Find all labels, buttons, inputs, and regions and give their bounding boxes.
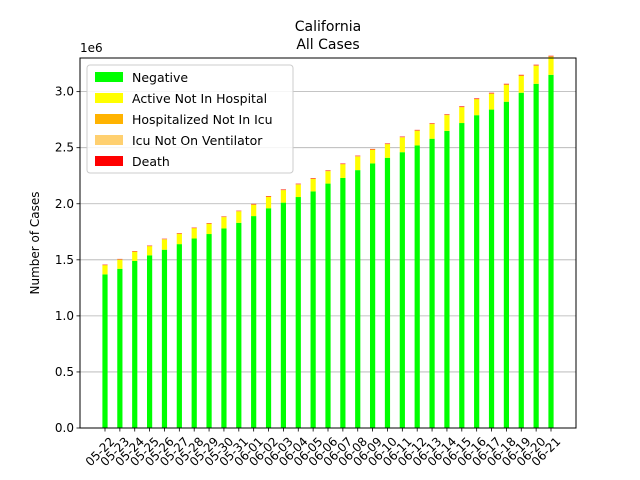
bar-segment-0: [221, 228, 227, 428]
bar-segment-1: [355, 156, 361, 171]
bar-segment-0: [369, 163, 376, 429]
bar-segment-0: [399, 152, 405, 428]
bar-segment-0: [206, 234, 212, 428]
bar-segment-0: [191, 238, 197, 428]
bar-segment-0: [414, 145, 420, 429]
bar-segment-0: [295, 197, 301, 428]
bar-segment-1: [414, 130, 420, 146]
bar-segment-0: [325, 183, 331, 428]
bar-segment-0: [251, 216, 257, 428]
bar-segment-0: [518, 92, 524, 429]
bar-segment-1: [474, 99, 480, 116]
y-tick-label: 2.5: [55, 141, 74, 155]
y-axis-ticks: 0.0 0.5 1.0 1.5 2.0 2.5 3.0: [55, 85, 80, 435]
bar-segment-0: [503, 101, 510, 429]
legend-swatch: [95, 72, 123, 82]
legend-swatch: [95, 93, 123, 103]
legend-entry: Icu Not On Ventilator: [132, 133, 263, 148]
bar-segment-1: [236, 211, 242, 223]
y-axis-offset-label: 1e6: [80, 41, 103, 55]
legend-entry: Death: [132, 154, 170, 169]
bar-segment-1: [221, 217, 227, 229]
bar-segment-1: [488, 93, 495, 110]
bar-segment-0: [533, 83, 539, 429]
bars: [102, 55, 554, 429]
legend-swatch: [95, 156, 123, 166]
bar-segment-4: [488, 92, 495, 94]
bar-segment-0: [429, 138, 435, 428]
bar-segment-1: [191, 228, 197, 239]
bar-segment-0: [117, 268, 123, 428]
bar-segment-0: [310, 191, 316, 428]
bar-segment-1: [146, 246, 153, 256]
y-tick-label: 2.0: [55, 197, 74, 211]
legend-box: [86, 64, 294, 174]
bar-segment-4: [533, 64, 539, 66]
y-tick-label: 0.0: [55, 421, 74, 435]
bar-segment-0: [236, 222, 242, 428]
bar-segment-0: [488, 109, 495, 429]
bar-segment-1: [503, 84, 510, 102]
bar-segment-1: [548, 56, 554, 75]
x-axis-ticks: 05-2205-2305-2405-2505-2605-2705-2805-29…: [83, 428, 563, 469]
bar-segment-1: [518, 75, 524, 93]
bar-segment-0: [474, 115, 480, 428]
bar-segment-1: [533, 65, 539, 84]
legend-entry: Hospitalized Not In Icu: [132, 112, 273, 127]
bar-segment-4: [459, 106, 465, 107]
chart-subtitle: All Cases: [296, 37, 359, 53]
y-tick-label: 1.5: [55, 253, 74, 267]
bar-segment-1: [459, 107, 465, 124]
bar-segment-1: [280, 190, 287, 203]
y-axis-label: Number of Cases: [28, 191, 42, 294]
bar-segment-0: [265, 208, 272, 428]
bar-segment-1: [384, 144, 391, 158]
bar-segment-1: [340, 164, 346, 178]
bar-segment-1: [325, 171, 331, 184]
bar-segment-1: [206, 223, 212, 235]
bar-segment-4: [474, 98, 480, 99]
bar-segment-1: [102, 265, 108, 275]
chart-title: California: [295, 19, 361, 35]
bar-segment-0: [146, 255, 153, 428]
bar-segment-1: [444, 115, 450, 131]
bar-segment-0: [161, 249, 168, 428]
legend-entry: Negative: [132, 70, 188, 85]
bar-segment-0: [132, 260, 138, 428]
bar-segment-1: [429, 124, 435, 139]
bar-segment-1: [369, 149, 376, 164]
bar-segment-0: [444, 130, 450, 428]
bar-segment-1: [161, 239, 168, 250]
legend-swatch: [95, 135, 123, 145]
bar-segment-0: [176, 244, 182, 428]
bar-segment-1: [251, 204, 257, 217]
legend-entry: Active Not In Hospital: [132, 91, 267, 106]
y-tick-label: 0.5: [55, 365, 74, 379]
bar-segment-1: [399, 137, 405, 153]
y-tick-label: 3.0: [55, 85, 74, 99]
legend-swatch: [95, 114, 123, 124]
bar-segment-1: [176, 234, 182, 245]
bar-segment-0: [340, 177, 346, 428]
bar-segment-0: [459, 123, 465, 428]
bar-segment-1: [132, 251, 138, 261]
bar-segment-0: [548, 74, 554, 429]
legend: Negative Active Not In Hospital Hospitaliz…: [86, 64, 294, 174]
bar-segment-0: [280, 202, 287, 428]
bar-segment-0: [384, 157, 391, 428]
bar-segment-1: [117, 259, 123, 269]
bar-segment-1: [310, 179, 316, 192]
bar-segment-1: [265, 197, 272, 209]
bar-segment-4: [548, 55, 554, 57]
y-tick-label: 1.0: [55, 309, 74, 323]
bar-segment-0: [355, 170, 361, 428]
bar-segment-0: [102, 274, 108, 428]
bar-segment-4: [518, 74, 524, 76]
bar-segment-1: [295, 184, 301, 198]
bar-segment-4: [503, 83, 510, 85]
